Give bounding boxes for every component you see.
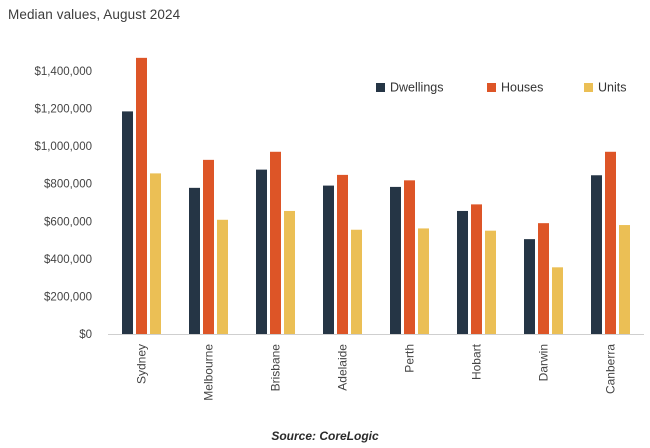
y-tick-label: $800,000 [44,179,92,191]
bar-houses-perth [404,180,415,334]
bar-dwellings-brisbane [256,169,267,334]
bar-chart: $0 $200,000 $400,000 $600,000 $800,000 $1,000… [34,57,644,401]
x-category-label: Hobart [470,343,484,380]
bar-dwellings-melbourne [189,187,200,334]
x-category-label: Adelaide [336,344,350,391]
bar-houses-sydney [136,57,147,334]
bar-dwellings-perth [390,186,401,334]
bar-houses-hobart [471,204,482,334]
x-category-label: Melbourne [202,344,216,401]
bar-houses-canberra [605,151,616,334]
legend-swatch-dwellings [376,83,385,92]
bar-units-perth [418,228,429,334]
bar-units-canberra [619,225,630,334]
bar-units-melbourne [217,219,228,334]
legend-label: Units [598,81,626,95]
bar-dwellings-darwin [524,239,535,334]
legend-swatch-units [584,83,593,92]
bar-units-sydney [150,173,161,334]
bar-houses-brisbane [270,151,281,334]
bar-dwellings-adelaide [323,185,334,334]
y-tick-label: $0 [79,329,92,341]
x-category-label: Perth [403,344,417,373]
chart-title: Median values, August 2024 [8,7,181,22]
bar-units-hobart [485,230,496,334]
source-note: Source: CoreLogic [271,429,379,443]
legend-label: Dwellings [390,81,444,95]
bar-houses-melbourne [203,159,214,334]
bar-dwellings-canberra [591,175,602,334]
bar-units-brisbane [284,210,295,334]
bar-units-darwin [552,267,563,334]
y-tick-label: $600,000 [44,216,92,228]
legend-swatch-houses [487,83,496,92]
bar-units-adelaide [351,229,362,334]
x-category-label: Canberra [604,344,618,394]
bar-dwellings-hobart [457,210,468,334]
y-tick-label: $1,400,000 [34,66,92,78]
y-tick-label: $200,000 [44,291,92,303]
y-tick-label: $1,000,000 [34,141,92,153]
x-category-label: Brisbane [269,344,283,392]
bar-houses-darwin [538,223,549,334]
bar-houses-adelaide [337,174,348,334]
y-tick-label: $400,000 [44,254,92,266]
legend-label: Houses [501,81,543,95]
y-tick-label: $1,200,000 [34,104,92,116]
bar-dwellings-sydney [122,111,133,334]
x-category-label: Darwin [537,344,551,381]
x-category-label: Sydney [135,344,149,384]
